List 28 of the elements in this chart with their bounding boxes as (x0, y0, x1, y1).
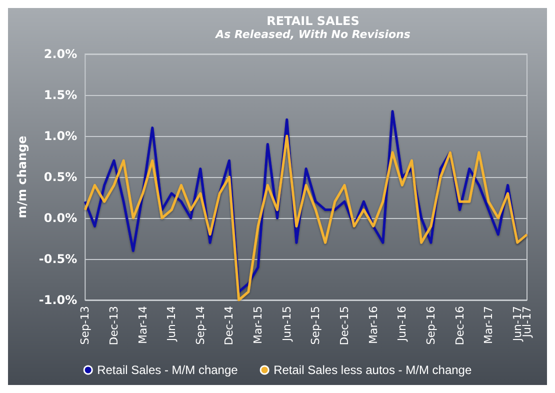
y-tick-label: -0.5% (38, 252, 78, 266)
x-tick-label: Mar-17 (482, 306, 496, 344)
chart-title: RETAIL SALES (266, 14, 360, 28)
x-tick-label: Sep-15 (309, 306, 322, 345)
legend-label: Retail Sales less autos - M/M change (274, 363, 472, 377)
x-tick-label: Mar-15 (252, 306, 265, 344)
line-series (84, 134, 528, 302)
x-tick-label: Jun-14 (165, 306, 178, 342)
x-tick-label: Dec-13 (107, 306, 120, 346)
y-tick-label: 0.0% (44, 211, 78, 225)
x-tick-label: Sep-13 (78, 306, 92, 345)
x-tick-label: Mar-14 (136, 306, 150, 344)
legend-label: Retail Sales - M/M change (97, 363, 238, 377)
y-axis-title: m/m change (15, 136, 29, 218)
chart-subtitle: As Released, With No Revisions (214, 28, 411, 41)
x-tick-label: Mar-16 (366, 306, 380, 344)
y-tick-label: 1.0% (44, 129, 78, 143)
y-tick-label: 2.0% (44, 47, 78, 61)
x-tick-label: Jun-15 (280, 306, 294, 342)
y-tick-label: 1.5% (44, 88, 78, 102)
x-tick-label: Dec-15 (338, 306, 351, 346)
y-tick-label: -1.0% (38, 293, 78, 307)
x-tick-label: Dec-14 (222, 306, 236, 346)
x-tick-label: Dec-16 (453, 306, 466, 346)
x-tick-label: Sep-16 (424, 306, 438, 345)
x-tick-label: Sep-14 (194, 306, 207, 345)
y-tick-label: 0.5% (44, 170, 78, 184)
x-tick-label: Jun-16 (396, 306, 409, 342)
